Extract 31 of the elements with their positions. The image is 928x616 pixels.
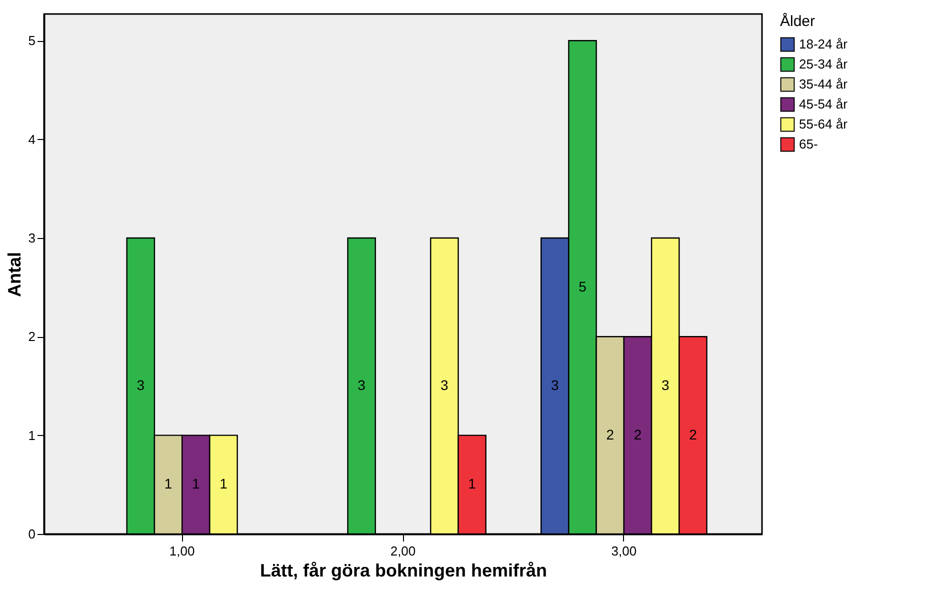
y-tick-label: 4 [28,132,36,147]
y-tick-label: 1 [28,428,36,443]
data-label: 3 [661,376,670,393]
legend-label: 35-44 år [799,76,848,92]
x-tick-label: 2,00 [390,544,416,558]
y-tick-label: 0 [28,526,36,542]
legend-label: 18-24 år [799,36,848,52]
data-label: 3 [440,376,449,393]
y-tick-label: 3 [28,230,36,246]
legend-label: 65- [799,136,818,152]
data-label: 2 [606,426,614,442]
data-label: 2 [689,426,698,442]
legend-title: Ålder [780,12,816,30]
x-axis-title: Lätt, får göra bokningen hemifrån [260,560,548,580]
data-label: 1 [468,476,476,492]
data-label: 2 [634,426,642,442]
data-label: 1 [220,476,228,492]
data-label: 1 [192,476,200,492]
data-label: 3 [136,376,145,393]
x-tick-label: 3,00 [611,544,637,558]
legend-label: 45-54 år [799,96,848,112]
data-label: 5 [578,278,587,294]
data-label: 3 [358,376,366,393]
legend-label: 25-34 år [799,56,848,72]
data-label: 1 [164,476,172,492]
legend-label: 55-64 år [799,116,848,132]
y-tick-label: 2 [28,329,36,344]
x-tick-label: 1,00 [169,544,195,558]
y-axis-title: Antal [4,252,24,297]
y-tick-label: 5 [28,33,36,48]
data-label: 3 [550,376,559,393]
